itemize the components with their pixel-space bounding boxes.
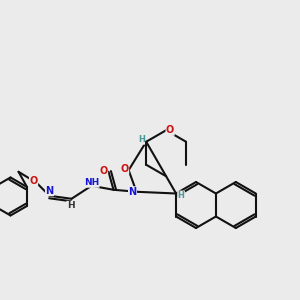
Text: N: N (46, 186, 54, 196)
Text: O: O (29, 176, 38, 186)
Text: O: O (166, 125, 174, 135)
Text: O: O (99, 166, 108, 176)
Text: NH: NH (84, 178, 99, 187)
Text: O: O (121, 164, 129, 174)
Text: H: H (67, 201, 74, 210)
Text: H: H (138, 135, 145, 144)
Text: N: N (128, 187, 136, 197)
Text: H: H (178, 191, 184, 200)
